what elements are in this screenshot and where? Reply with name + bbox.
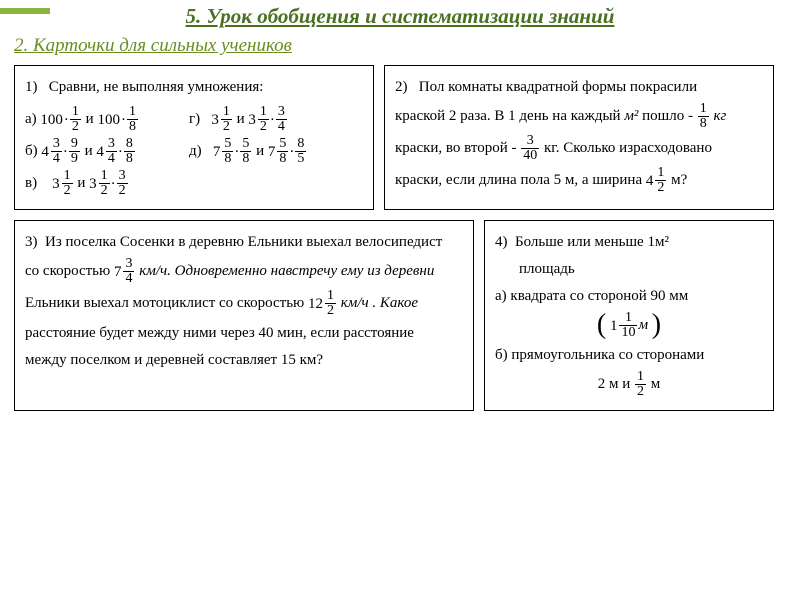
cards-grid: 1) Сравни, не выполняя умножения: а) 100… (0, 65, 800, 411)
page-subtitle: 2. Карточки для сильных учеников (14, 35, 800, 57)
card4-expr: ( 1110м ) (495, 311, 763, 340)
page-title: 5. Урок обобщения и систематизации знани… (0, 0, 800, 29)
card3-line1: 3) Из поселка Сосенки в деревню Ельники … (25, 230, 463, 254)
card4-line4: 2 м и 12 м (495, 370, 763, 399)
card4-line1b: площадь (495, 257, 763, 281)
card1-row-a: а) 100·12 и 100·18 (25, 105, 139, 134)
card4-line2: а) квадрата со стороной 90 мм (495, 284, 763, 308)
card2-line1: 2) Пол комнаты квадратной формы покрасил… (395, 75, 763, 99)
card4-line3: б) прямоугольника со сторонами (495, 343, 763, 367)
card-4: 4) Больше или меньше 1м² площадь а) квад… (484, 220, 774, 411)
card3-line4: расстояние будет между ними через 40 мин… (25, 321, 463, 345)
card1-row-g: г) 312 и 312·34 (189, 105, 307, 134)
card3-line5: между поселком и деревней составляет 15 … (25, 348, 463, 372)
card-2: 2) Пол комнаты квадратной формы покрасил… (384, 65, 774, 210)
card1-row-d: д) 758·58 и 758·85 (189, 137, 307, 166)
card3-line2: со скоростью 734 км/ч. Одновременно навс… (25, 257, 463, 286)
card2-line3: краски, во второй - 340 кг. Сколько изра… (395, 134, 763, 163)
card4-line1: 4) Больше или меньше 1м² (495, 230, 763, 254)
card1-row-v: в) 312 и 312·32 (25, 169, 139, 198)
card-3: 3) Из поселка Сосенки в деревню Ельники … (14, 220, 474, 411)
card1-row-b: б) 434·99 и 434·88 (25, 137, 139, 166)
card-1: 1) Сравни, не выполняя умножения: а) 100… (14, 65, 374, 210)
accent-bar (0, 8, 50, 14)
card3-line3: Ельники выехал мотоциклист со скоростью … (25, 289, 463, 318)
card2-line2: краской 2 раза. В 1 день на каждый м² по… (395, 102, 763, 131)
card1-header: 1) Сравни, не выполняя умножения: (25, 75, 363, 99)
card2-line4: краски, если длина пола 5 м, а ширина 41… (395, 166, 763, 195)
